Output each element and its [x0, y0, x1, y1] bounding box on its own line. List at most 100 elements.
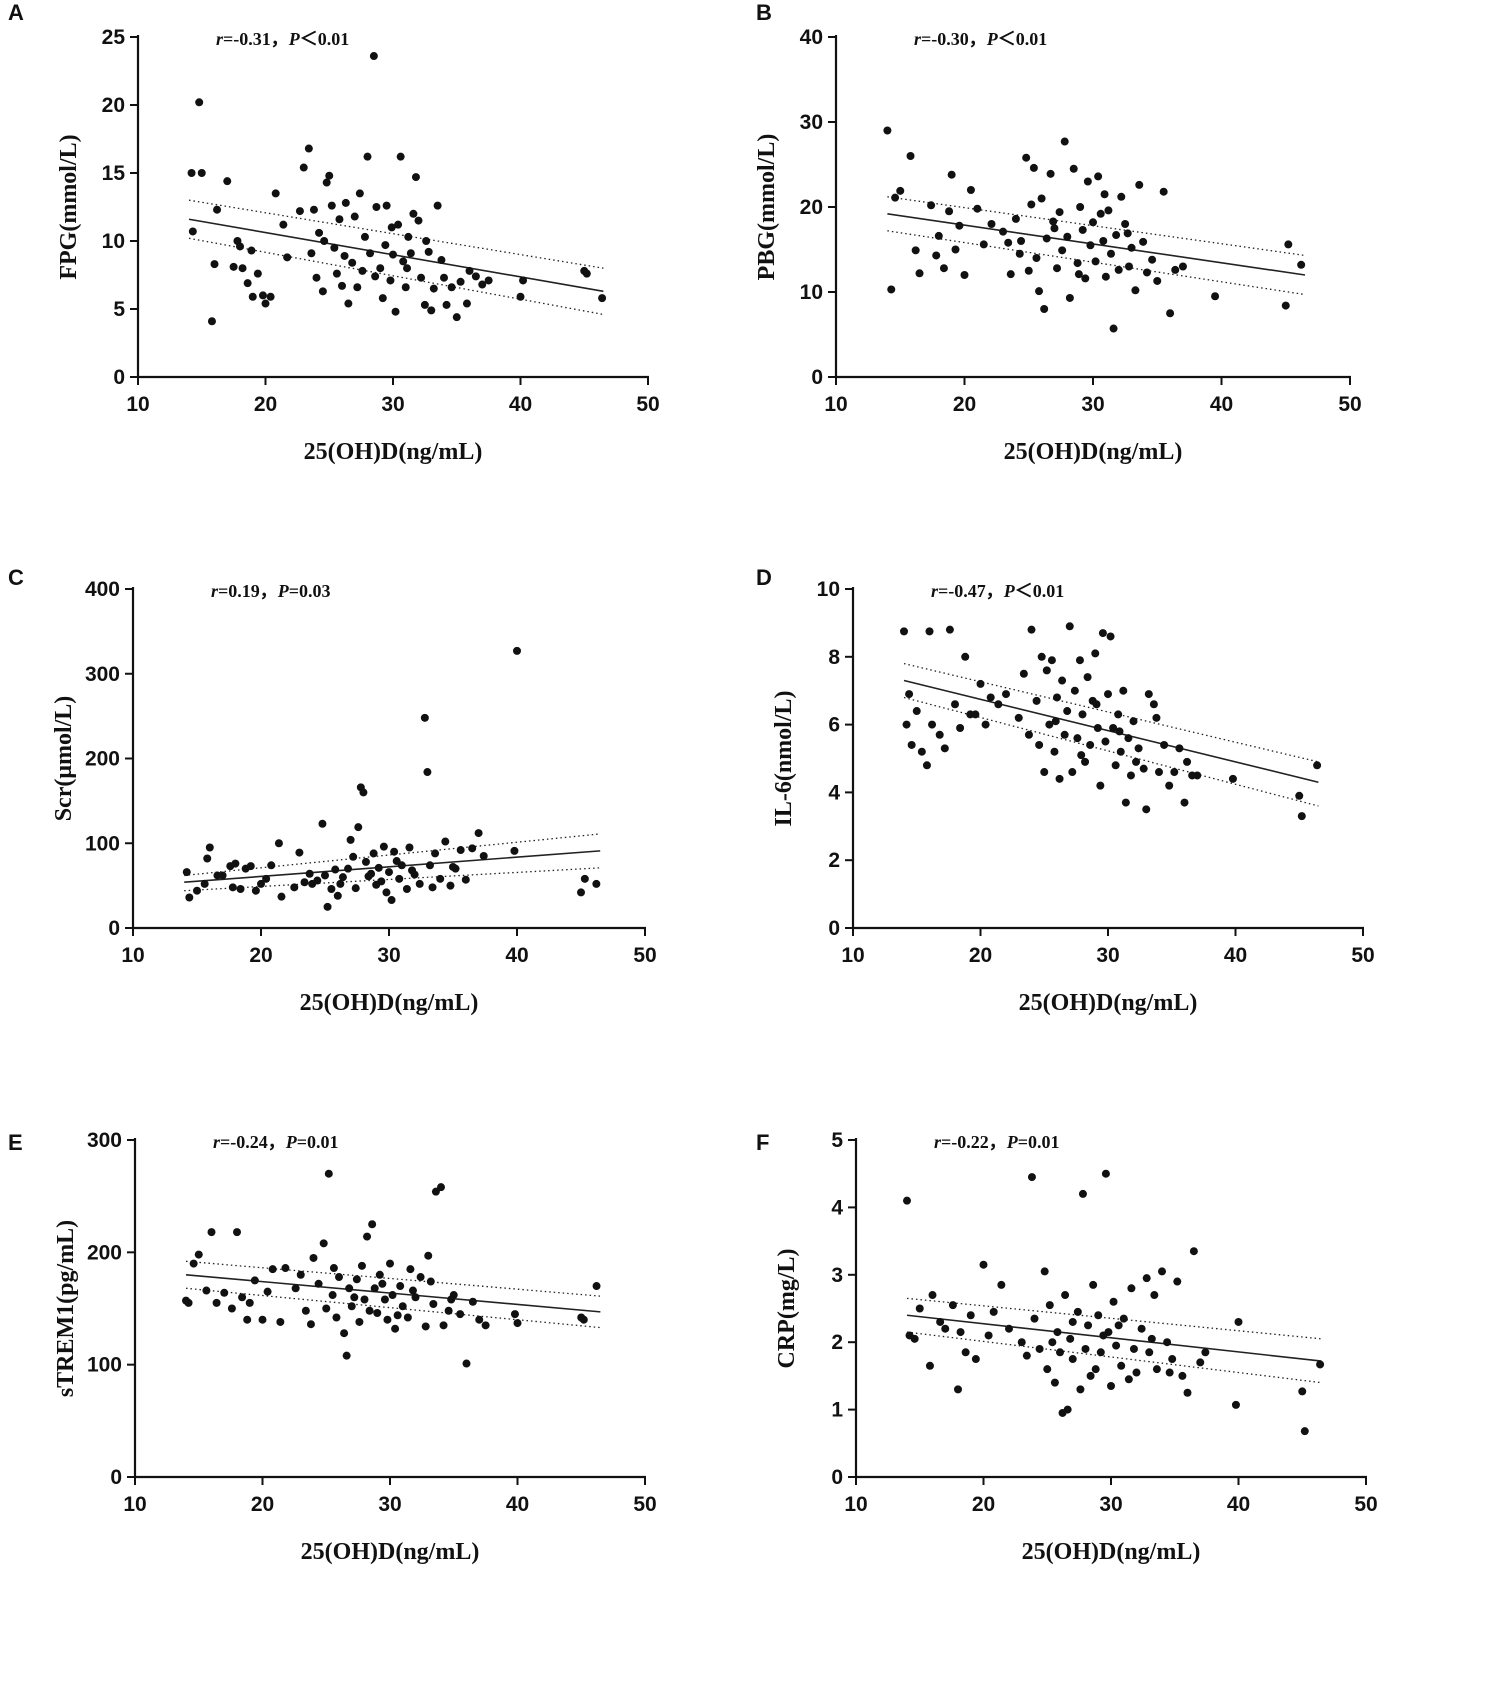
scatter-point	[205, 843, 214, 852]
panel-f: F 10 20 30 40 50 0 1 2 3 4 5 25(OH)D(ng/mL) CRP(mg/L)…	[748, 1129, 1496, 1695]
scatter-point	[421, 1322, 430, 1331]
scatter-point	[1017, 1338, 1026, 1347]
scatter-point	[948, 1301, 957, 1310]
scatter-point	[1300, 1427, 1309, 1436]
scatter-point	[327, 885, 336, 894]
scatter-point	[1109, 723, 1118, 732]
scatter-point	[1171, 265, 1180, 274]
y-tick-label: 30	[800, 111, 823, 134]
scatter-point	[248, 292, 257, 301]
scatter-point	[580, 874, 589, 883]
y-tick-label: 300	[87, 1129, 122, 1152]
scatter-point	[1043, 1365, 1052, 1374]
scatter-point	[352, 1275, 361, 1284]
scatter-point	[331, 865, 340, 874]
scatter-point	[403, 1313, 412, 1322]
scatter-point	[386, 276, 395, 285]
scatter-point	[383, 1315, 392, 1324]
scatter-point	[1091, 257, 1100, 266]
scatter-point	[1060, 730, 1069, 739]
scatter-point	[425, 861, 434, 870]
x-tick-label: 20	[249, 944, 272, 967]
scatter-point	[513, 1319, 522, 1328]
scatter-point	[340, 1329, 349, 1338]
scatter-point	[1101, 272, 1110, 281]
scatter-point	[478, 280, 487, 289]
x-tick-label: 40	[505, 944, 528, 967]
correlation-annotation: r=-0.31，P＜0.01	[216, 29, 349, 49]
y-tick-label: 8	[828, 646, 840, 669]
scatter-point	[987, 220, 996, 228]
scatter-point	[213, 205, 222, 214]
panel-letter: F	[756, 1130, 769, 1155]
scatter-point	[1096, 781, 1105, 790]
scatter-point	[1098, 629, 1107, 638]
scatter-point	[404, 232, 413, 241]
scatter-point	[439, 1321, 448, 1330]
scatter-point	[1131, 286, 1140, 295]
scatter-point	[238, 264, 247, 273]
scatter-point	[370, 1284, 379, 1293]
scatter-point	[456, 1310, 465, 1319]
scatter-point	[291, 1284, 300, 1293]
y-tick-label: 1	[831, 1399, 843, 1422]
scatter-point	[961, 1348, 970, 1357]
scatter-point	[355, 1317, 364, 1326]
scatter-point	[424, 247, 433, 256]
scatter-point	[406, 249, 415, 258]
scatter-point	[295, 207, 304, 216]
scatter-point	[1166, 309, 1175, 318]
ci-upper-line	[188, 199, 604, 269]
scatter-point	[1129, 1344, 1138, 1353]
ci-upper-line	[887, 196, 1306, 257]
scatter-point	[207, 1228, 216, 1237]
scatter-point	[390, 847, 399, 856]
scatter-point	[1168, 1355, 1177, 1364]
scatter-point	[1148, 255, 1157, 264]
scatter-point	[915, 1304, 924, 1313]
scatter-point	[1109, 1297, 1118, 1306]
scatter-point	[330, 243, 339, 252]
scatter-point	[1104, 206, 1113, 215]
scatter-point	[1129, 717, 1138, 726]
chart-d: D 10 20 30 40 50 0 2 4 6 8 10 25(OH)D(ng/mL) IL-6(nmo…	[756, 565, 1375, 1016]
scatter-point	[1065, 293, 1074, 302]
scatter-point	[373, 1308, 382, 1317]
scatter-point	[1201, 1348, 1210, 1357]
scatter-point	[1073, 1307, 1082, 1316]
x-tick-label: 30	[1099, 1493, 1122, 1516]
correlation-annotation: r=-0.30，P＜0.01	[914, 29, 1047, 49]
scatter-point	[203, 854, 212, 863]
scatter-point	[1158, 1267, 1166, 1276]
scatter-point	[1101, 737, 1110, 746]
scatter-point	[266, 292, 275, 301]
scatter-point	[981, 720, 990, 729]
scatter-point	[1078, 225, 1087, 234]
scatter-point	[945, 625, 954, 634]
scatter-point	[954, 1385, 962, 1394]
annotation-p-value: =0.01	[297, 1132, 339, 1152]
scatter-point	[1150, 1291, 1159, 1300]
scatter-point	[301, 1306, 310, 1315]
scatter-point	[989, 1307, 998, 1316]
scatter-point	[346, 835, 355, 844]
scatter-point	[258, 1315, 267, 1324]
scatter-point	[348, 258, 357, 267]
scatter-point	[344, 864, 353, 873]
scatter-point	[368, 1220, 377, 1229]
scatter-point	[396, 152, 405, 161]
scatter-point	[456, 277, 465, 286]
scatter-point	[1093, 723, 1102, 732]
scatter-point	[971, 1355, 980, 1364]
scatter-point	[1163, 1338, 1172, 1347]
scatter-point	[1152, 713, 1161, 722]
scatter-point	[351, 884, 360, 893]
scatter-point	[1053, 693, 1061, 702]
chart-b: B10 20 30 40 5001020304025(OH)D(ng/mL)PBG(mm…	[754, 0, 1362, 465]
scatter-point	[385, 868, 393, 877]
annotation-r-value: =-0.47，	[938, 581, 1004, 601]
scatter-point	[318, 287, 327, 296]
scatter-point	[510, 1310, 519, 1319]
scatter-point	[236, 242, 244, 251]
scatter-point	[1183, 1388, 1192, 1397]
